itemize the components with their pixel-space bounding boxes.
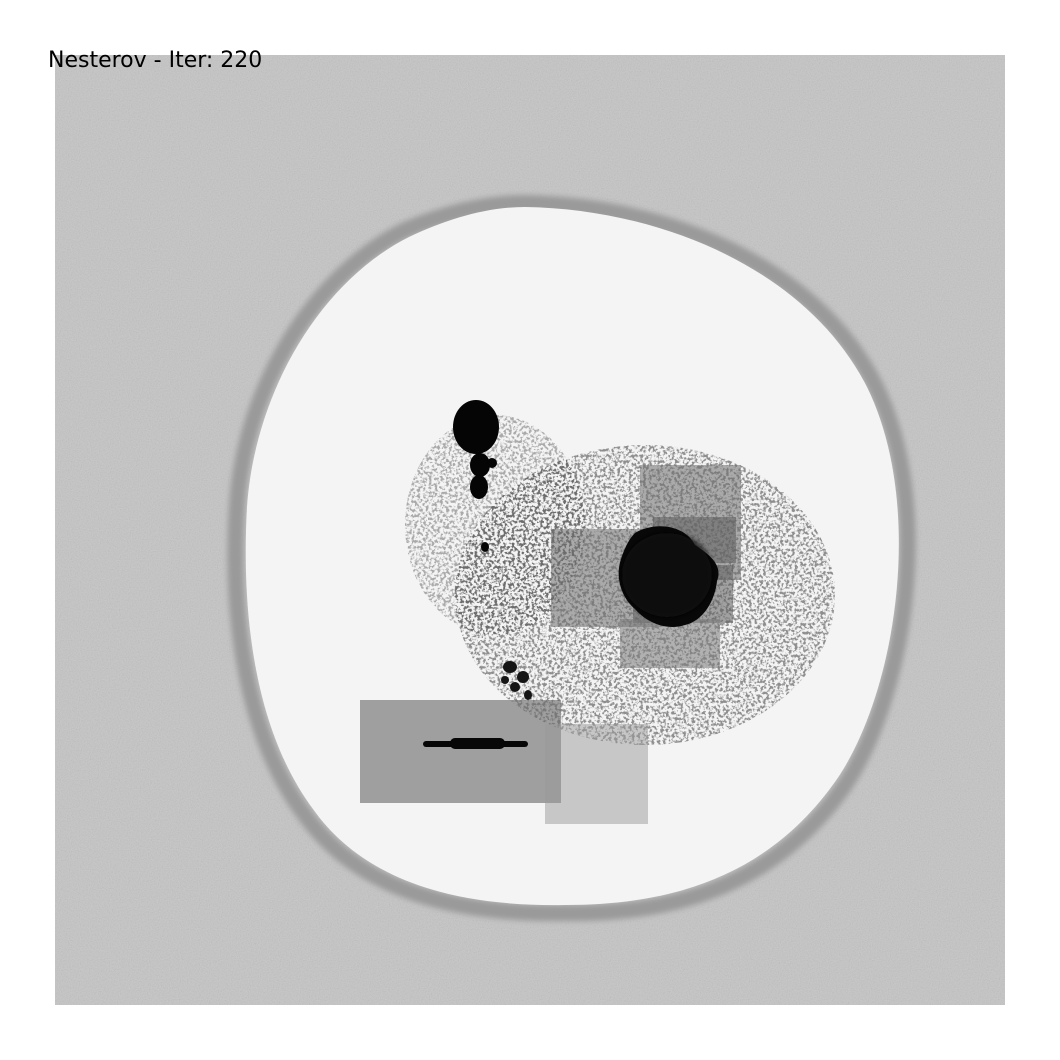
overlay-box [620, 619, 720, 668]
lower-specks [501, 661, 532, 700]
scatter-halo-upper [405, 415, 585, 635]
upper-blob [453, 400, 499, 552]
overlay-box [360, 700, 561, 803]
disc-rim [227, 194, 916, 922]
horizontal-bar [423, 738, 528, 749]
overlay-box [545, 724, 648, 824]
optimization-image [55, 55, 1005, 1005]
image-canvas [55, 55, 1005, 1005]
figure-title: Nesterov - Iter: 220 [48, 48, 263, 73]
central-blob [618, 526, 719, 628]
